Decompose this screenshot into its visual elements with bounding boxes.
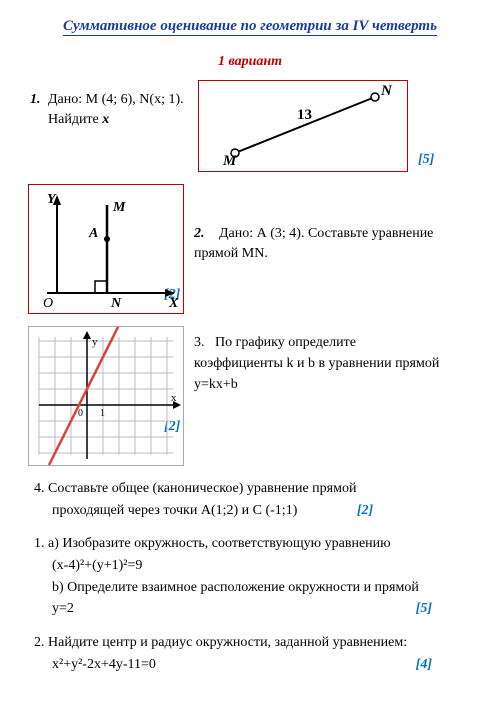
variant-label: 1 вариант: [28, 54, 472, 70]
label-M: M: [222, 153, 237, 169]
problem-2: Y X O M N A 2. Дано: А (3; 4). Составьте…: [28, 184, 472, 314]
problem-3: y x 0 1 3. По графику определите коэффиц…: [28, 326, 472, 466]
problem-5-eq1: (x-4)²+(y+1)²=9: [34, 558, 142, 573]
problem-1-line2: Найдите: [30, 112, 102, 127]
problem-5: 1. a) Изобразите окружность, соответству…: [28, 533, 472, 620]
label-N: N: [380, 83, 393, 99]
problem-3-line1: По графику определите: [215, 335, 356, 350]
problem-3-num: 3.: [194, 335, 205, 350]
problem-3-text: 3. По графику определите коэффициенты k …: [194, 326, 472, 437]
problem-1-score: [5]: [414, 152, 434, 172]
problem-2-text: 2. Дано: А (3; 4). Составьте уравнение п…: [194, 184, 472, 305]
problem-2-line2: прямой MN.: [194, 246, 268, 261]
problem-6-score: [4]: [416, 654, 432, 676]
problem-1-var: x: [102, 112, 109, 127]
svg-text:M: M: [112, 200, 126, 215]
grid-line-svg: y x 0 1: [29, 327, 183, 465]
problem-1-text: 1. Дано: M (4; 6), N(x; 1). Найдите x: [28, 80, 198, 129]
problem-3-line3: y=kx+b: [194, 377, 238, 392]
svg-text:0: 0: [78, 408, 83, 419]
problem-6-text: Найдите центр и радиус окружности, задан…: [48, 635, 407, 650]
problem-1-num: 1.: [30, 92, 41, 107]
axes-mn-svg: Y X O M N A: [29, 185, 183, 313]
problem-6-num: 2.: [34, 635, 45, 650]
problem-5-b1: b) Определите взаимное расположение окру…: [34, 580, 419, 595]
svg-text:Y: Y: [47, 192, 57, 207]
problem-5-num: 1.: [34, 536, 45, 551]
svg-text:1: 1: [100, 408, 105, 419]
problem-5-score: [5]: [416, 598, 432, 620]
problem-4-line2: проходящей через точки А(1;2) и С (-1;1): [34, 503, 297, 518]
segment-mn-svg: M N 13: [199, 81, 407, 171]
problem-4-score: [2]: [357, 503, 373, 518]
problem-4-line1: Составьте общее (каноническое) уравнение…: [48, 481, 356, 496]
svg-text:O: O: [43, 296, 53, 311]
svg-text:A: A: [88, 226, 98, 241]
problem-2-line1: Дано: А (3; 4). Составьте уравнение: [219, 226, 433, 241]
problem-1-line1: Дано: M (4; 6), N(x; 1).: [48, 92, 184, 107]
problem-1: 1. Дано: M (4; 6), N(x; 1). Найдите x M …: [28, 80, 472, 172]
svg-text:X: X: [168, 296, 179, 311]
problem-3-figure: y x 0 1: [28, 326, 184, 466]
page-title: Суммативное оценивание по геометрии за I…: [63, 18, 437, 36]
problem-1-figure: M N 13: [198, 80, 408, 172]
svg-text:x: x: [171, 392, 177, 404]
svg-text:y: y: [92, 336, 98, 348]
problem-4-num: 4.: [34, 481, 45, 496]
problem-4: 4. Составьте общее (каноническое) уравне…: [28, 478, 472, 521]
problem-2-num: 2.: [194, 226, 205, 241]
title-wrap: Суммативное оценивание по геометрии за I…: [28, 18, 472, 48]
problem-3-line2: коэффициенты k и b в уравнении прямой: [194, 356, 439, 371]
problem-6: 2. Найдите центр и радиус окружности, за…: [28, 632, 472, 675]
label-13: 13: [297, 107, 312, 123]
problem-2-figure: Y X O M N A: [28, 184, 184, 314]
problem-5-b2: y=2: [34, 601, 74, 616]
problem-5-a: a) Изобразите окружность, соответствующу…: [48, 536, 391, 551]
problem-6-eq: x²+y²-2x+4y-11=0: [34, 657, 156, 672]
svg-text:N: N: [110, 296, 122, 311]
